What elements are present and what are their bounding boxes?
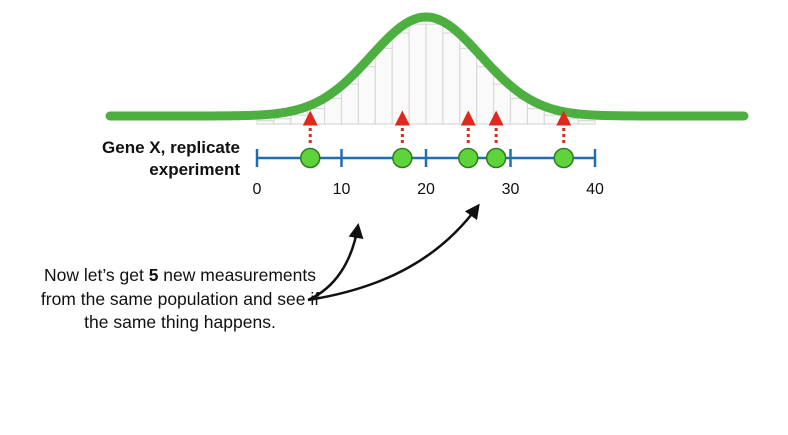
axis-label-line-2: experiment [149,160,240,179]
black-curved-arrow-icon [307,203,480,302]
normal-distribution-curve [105,12,749,121]
histogram-bar [273,118,292,125]
histogram-bar [357,65,376,125]
axis-tick-label: 20 [417,181,435,198]
measurement-point [485,147,507,169]
measurement-projection-arrows [302,110,572,143]
histogram-bar [476,65,495,125]
measurement-points [299,147,574,169]
axis-tick-label: 30 [502,181,520,198]
histogram-bar [425,23,444,125]
histogram-bar [543,114,562,125]
black-curved-arrow-icon [307,223,364,302]
histogram-bar [391,32,410,125]
histogram-bar [509,97,528,125]
histogram-bar [459,47,478,125]
axis-tick-label: 0 [253,181,262,198]
histogram-bar [408,23,427,125]
measurement-point [553,147,574,169]
measurement-point [299,147,321,169]
axis-label-line-1: Gene X, replicate [102,138,240,157]
axis-tick-label: 10 [333,181,351,198]
axis-tick-label: 40 [586,181,604,198]
caption-bold-count: 5 [148,265,159,285]
caption-after-bold: new measurements from the same populatio… [40,265,320,332]
histogram-bar [290,114,309,125]
histogram-bar [256,120,275,125]
caption-before-bold: Now let’s get [43,265,149,285]
histogram-bar [374,47,393,125]
measurement-point [458,147,479,169]
axis-label: Gene X, replicate experiment [20,137,240,181]
histogram-bar [340,83,359,125]
histogram-bar [324,97,343,125]
histogram-bar [526,108,545,125]
histogram-bar [577,120,596,125]
caption-text: Now let’s get 5 new measurements from th… [30,264,330,335]
pointer-arrows [307,203,480,302]
histogram-bar [307,108,326,125]
measurement-point [392,147,413,169]
histogram-bar [442,32,461,125]
